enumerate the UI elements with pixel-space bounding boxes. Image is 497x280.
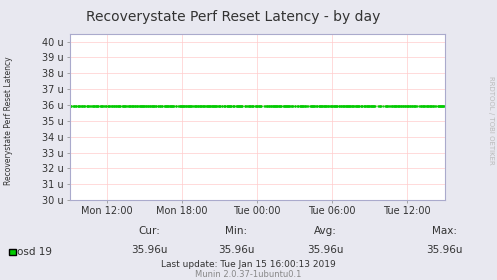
Text: osd 19: osd 19 [16, 247, 52, 257]
Text: Cur:: Cur: [138, 226, 160, 236]
Text: Recoverystate Perf Reset Latency: Recoverystate Perf Reset Latency [4, 56, 13, 185]
Text: RRDTOOL / TOBI OETIKER: RRDTOOL / TOBI OETIKER [488, 76, 494, 165]
Text: Recoverystate Perf Reset Latency - by day: Recoverystate Perf Reset Latency - by da… [86, 10, 381, 24]
Text: Min:: Min: [225, 226, 247, 236]
Text: Avg:: Avg: [314, 226, 337, 236]
Text: Munin 2.0.37-1ubuntu0.1: Munin 2.0.37-1ubuntu0.1 [195, 270, 302, 279]
Text: 35.96u: 35.96u [426, 245, 463, 255]
Text: Last update: Tue Jan 15 16:00:13 2019: Last update: Tue Jan 15 16:00:13 2019 [161, 260, 336, 269]
Text: 35.96u: 35.96u [131, 245, 167, 255]
Text: 35.96u: 35.96u [218, 245, 254, 255]
Text: Max:: Max: [432, 226, 457, 236]
Text: 35.96u: 35.96u [307, 245, 344, 255]
